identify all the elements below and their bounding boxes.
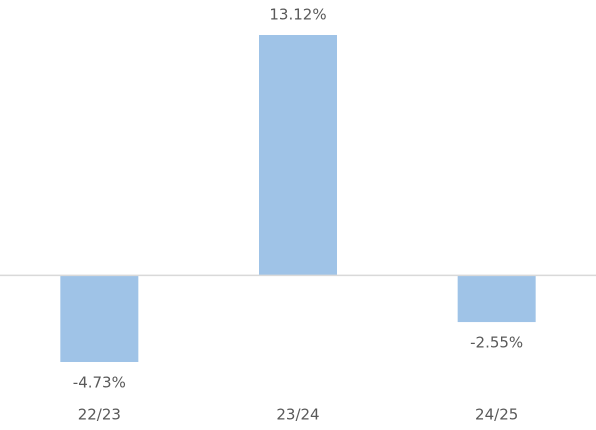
bar (60, 275, 139, 362)
value-label: -2.55% (470, 334, 523, 352)
value-label: -4.73% (73, 374, 126, 392)
x-tick-label: 24/25 (475, 406, 518, 424)
bar (457, 275, 536, 323)
x-tick-label: 23/24 (276, 406, 319, 424)
value-label: 13.12% (269, 6, 326, 24)
bar (259, 35, 337, 276)
x-tick-label: 22/23 (78, 406, 121, 424)
